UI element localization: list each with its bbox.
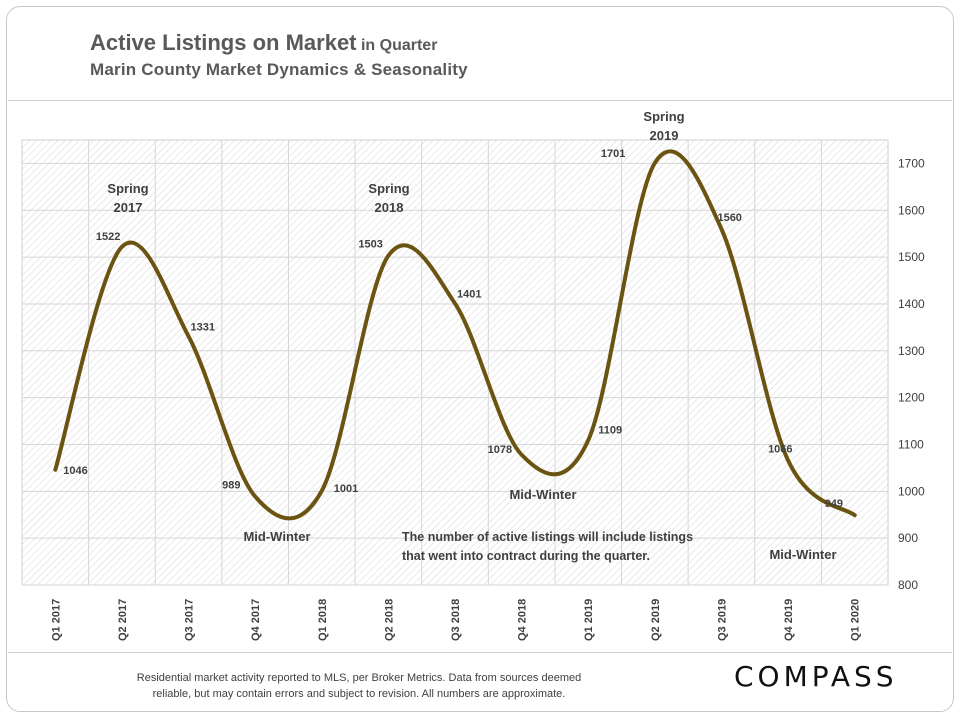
- y-tick-label: 1300: [898, 344, 925, 358]
- data-label: 1503: [358, 239, 382, 251]
- x-tick-label: Q3 2019: [716, 599, 728, 641]
- header-divider: [8, 100, 952, 101]
- data-label: 1522: [96, 231, 120, 243]
- x-tick-label: Q2 2018: [383, 599, 395, 641]
- chart-annotation: The number of active listings will inclu…: [402, 530, 693, 563]
- chart-title: Active Listings on Market: [90, 30, 357, 55]
- chart-annotation: Spring 2019: [643, 109, 684, 143]
- footer-disclaimer: Residential market activity reported to …: [84, 670, 634, 702]
- footer-divider: [8, 652, 952, 653]
- x-tick-label: Q1 2018: [317, 599, 329, 641]
- y-tick-label: 1500: [898, 250, 925, 264]
- data-label: 1109: [598, 424, 622, 436]
- x-tick-label: Q2 2019: [650, 599, 662, 641]
- x-tick-label: Q4 2017: [250, 599, 262, 641]
- data-label: 989: [222, 479, 240, 491]
- x-tick-label: Q1 2017: [50, 599, 62, 641]
- x-tick-label: Q3 2017: [184, 599, 196, 641]
- data-label: 1066: [768, 443, 792, 455]
- chart-annotation: Mid-Winter: [509, 487, 576, 502]
- data-label: 1401: [457, 288, 481, 300]
- chart-annotation: Spring 2017: [107, 181, 148, 215]
- data-label: 1701: [601, 148, 625, 160]
- data-label: 1046: [63, 465, 87, 477]
- chart-annotation: Mid-Winter: [243, 529, 310, 544]
- disclaimer-line-1: Residential market activity reported to …: [136, 672, 582, 684]
- plot-area: [21, 139, 889, 586]
- data-label: 1001: [334, 483, 358, 495]
- data-label: 1331: [191, 321, 215, 333]
- series-line-active-listings: [53, 149, 857, 521]
- x-tick-label: Q2 2017: [117, 599, 129, 641]
- title-block: Active Listings on Market in Quarter Mar…: [90, 30, 468, 80]
- data-label: 1078: [488, 444, 512, 456]
- y-tick-label: 800: [898, 578, 918, 592]
- x-tick-label: Q3 2018: [450, 599, 462, 641]
- chart-title-suffix: in Quarter: [360, 37, 438, 54]
- y-tick-label: 1000: [898, 484, 925, 498]
- data-label: 1560: [717, 212, 741, 224]
- y-tick-label: 900: [898, 531, 918, 545]
- x-tick-label: Q1 2020: [850, 599, 862, 641]
- x-tick-label: Q1 2019: [583, 599, 595, 641]
- x-tick-label: Q4 2018: [517, 599, 529, 641]
- y-tick-label: 1600: [898, 203, 925, 217]
- y-tick-label: 1400: [898, 297, 925, 311]
- y-tick-label: 1700: [898, 156, 925, 170]
- compass-logo: COMPASS: [734, 660, 898, 693]
- chart-annotation: Spring 2018: [368, 181, 409, 215]
- x-tick-label: Q4 2019: [783, 599, 795, 641]
- chart-annotation: Mid-Winter: [769, 547, 836, 562]
- y-tick-label: 1100: [898, 437, 924, 451]
- chart-subtitle: Marin County Market Dynamics & Seasonali…: [90, 60, 468, 79]
- data-label: 949: [825, 498, 843, 510]
- y-tick-label: 1200: [898, 391, 925, 405]
- disclaimer-line-2: reliable, but may contain errors and sub…: [152, 688, 566, 700]
